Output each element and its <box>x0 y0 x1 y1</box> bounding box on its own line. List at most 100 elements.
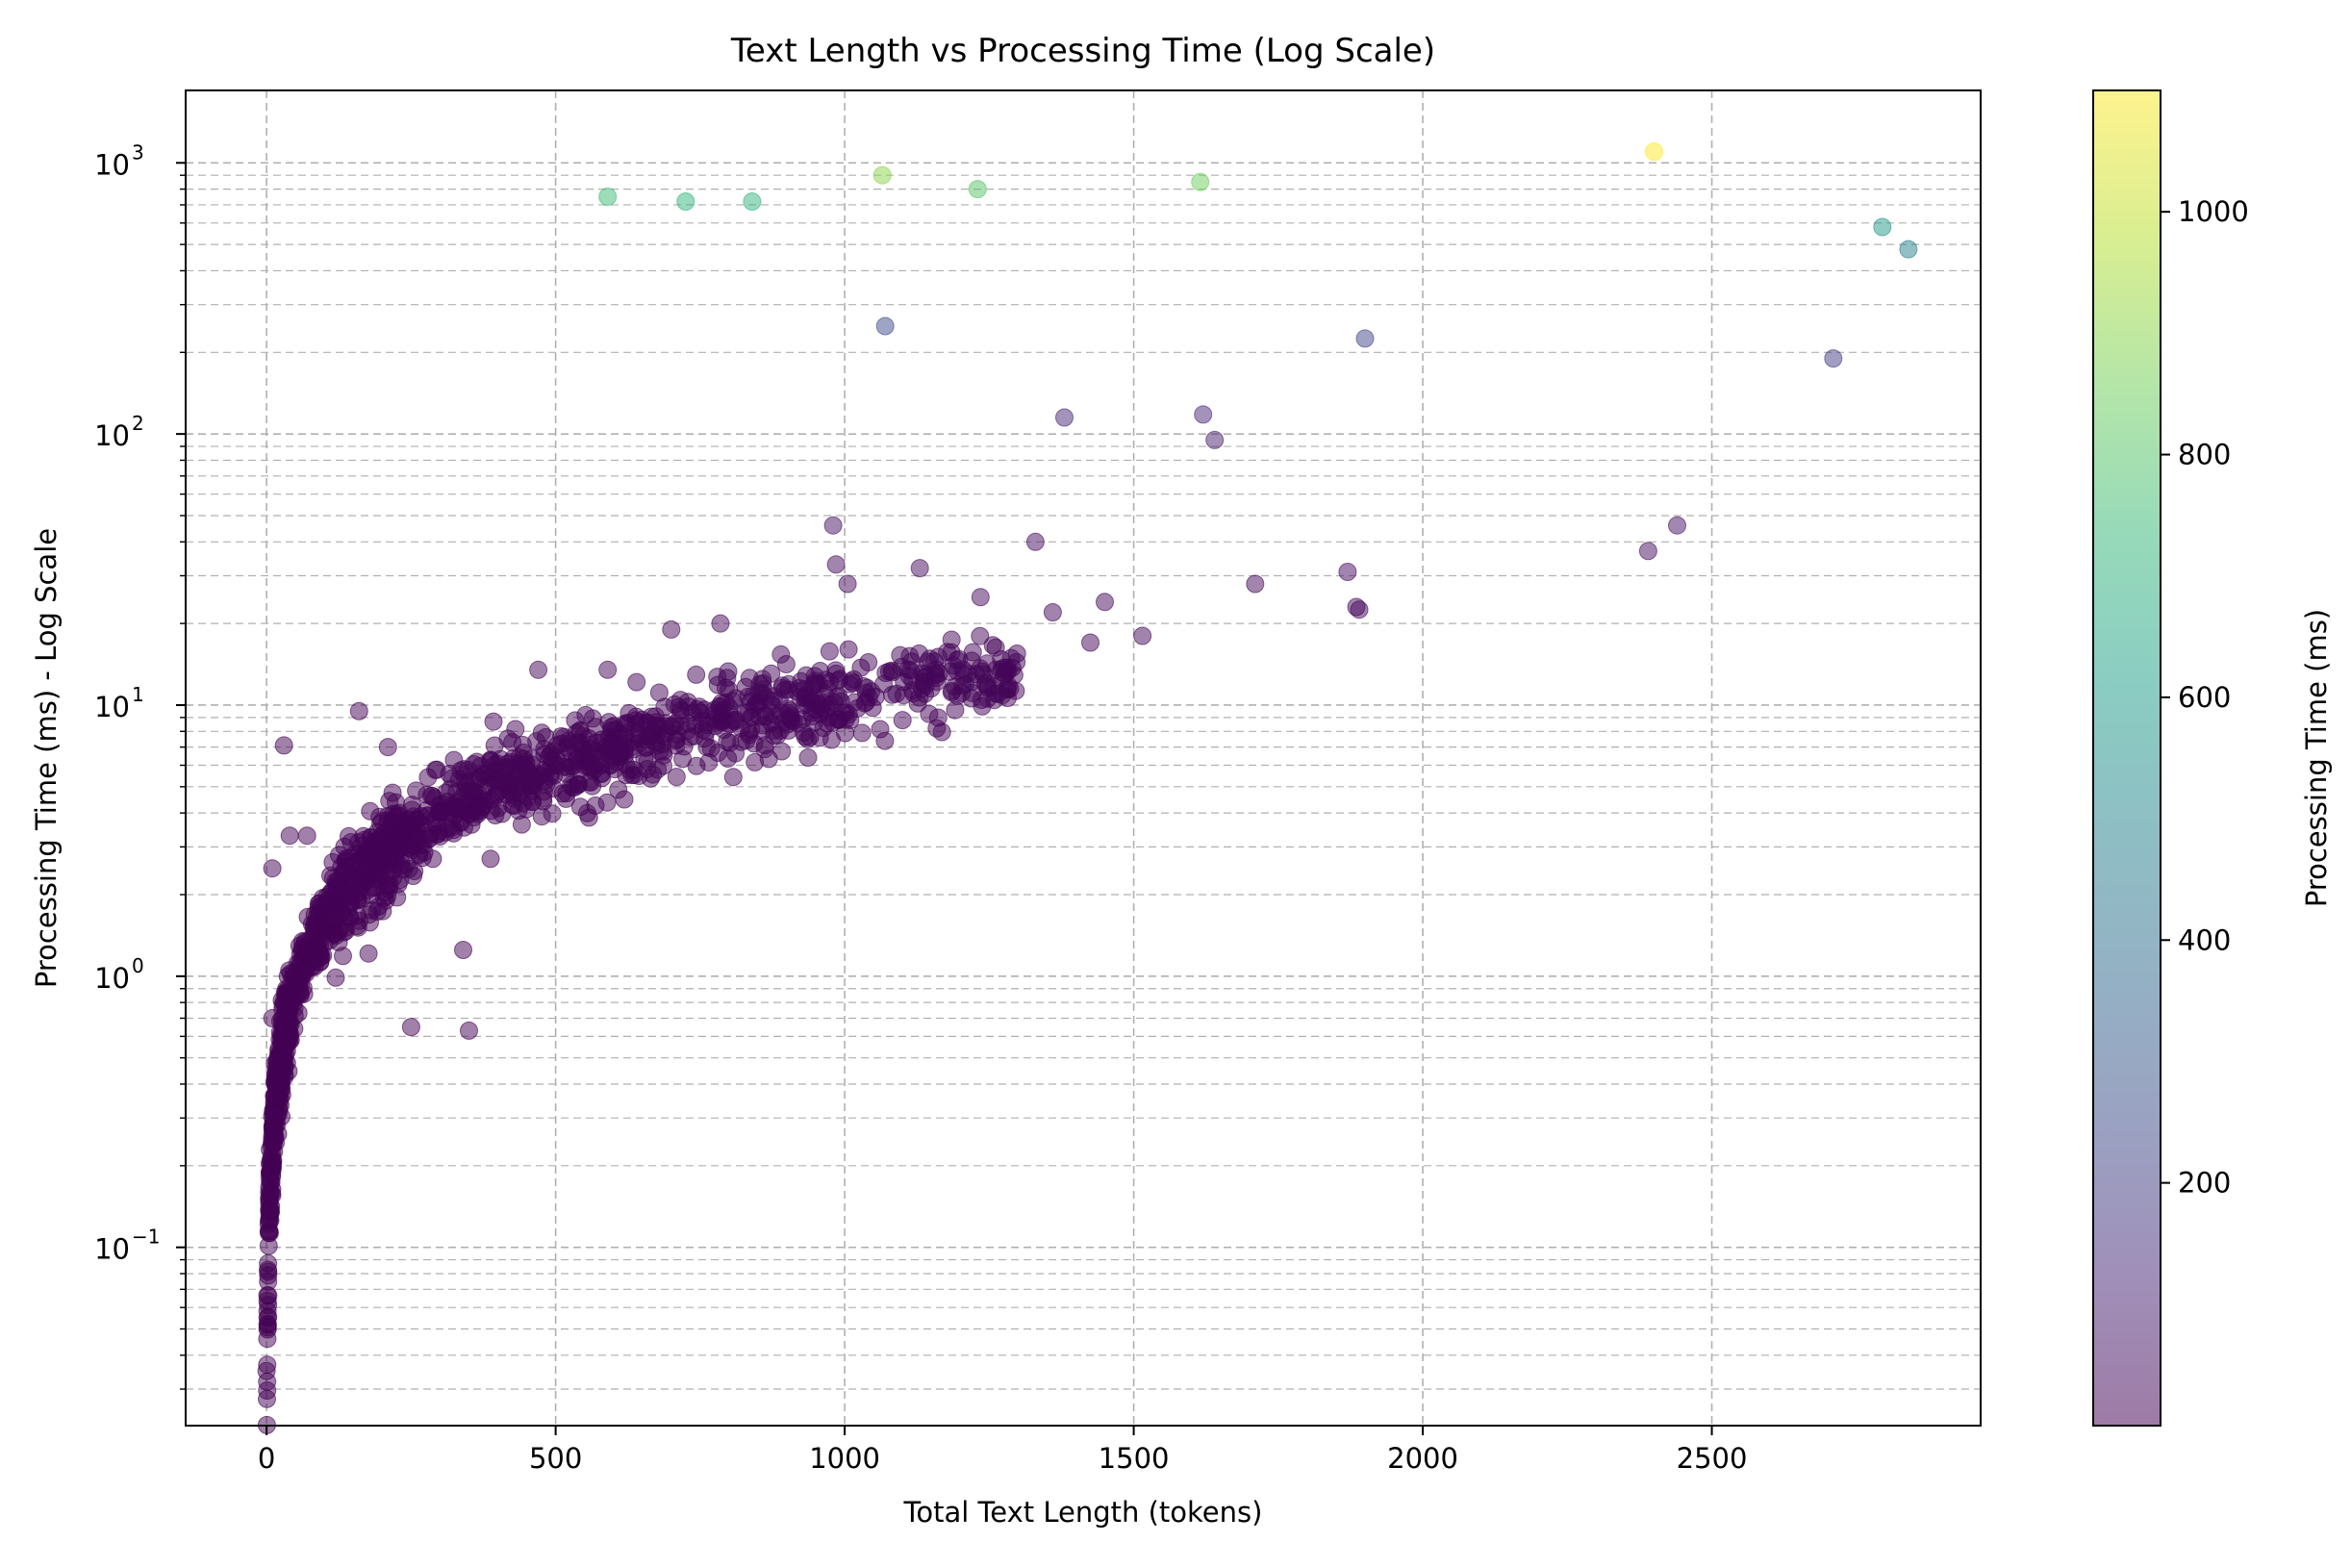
scatter-point <box>378 738 397 757</box>
scatter-point <box>624 740 644 759</box>
colorbar-frame <box>2092 89 2161 1427</box>
scatter-point <box>451 798 470 818</box>
scatter-point <box>962 651 981 670</box>
scatter-point <box>261 1154 279 1174</box>
scatter-point <box>349 833 368 852</box>
scatter-point <box>258 1381 277 1400</box>
scatter-point <box>798 748 818 767</box>
scatter-point <box>361 801 380 821</box>
scatter-point <box>401 1018 420 1037</box>
y-axis-label: Processing Time (ms) - Log Scale <box>30 528 63 988</box>
scatter-point <box>875 316 895 336</box>
scatter-point <box>530 767 549 786</box>
scatter-point <box>509 782 528 801</box>
scatter-point <box>927 719 947 738</box>
scatter-point <box>510 764 528 783</box>
scatter-point <box>268 1087 288 1105</box>
scatter-point <box>705 700 724 720</box>
scatter-point <box>1205 430 1225 449</box>
colorbar-tick-label: 200 <box>2178 1167 2231 1200</box>
scatter-point <box>662 620 681 639</box>
scatter-point <box>598 660 618 679</box>
scatter-point <box>995 658 1014 677</box>
scatter-point <box>1055 408 1074 427</box>
plot-area-frame <box>185 89 1982 1427</box>
scatter-point <box>603 746 621 766</box>
x-tick-label: 2000 <box>1387 1442 1458 1475</box>
scatter-point <box>844 670 863 689</box>
scatter-point <box>257 1361 276 1380</box>
scatter-point <box>1133 626 1152 645</box>
scatter-point <box>826 555 846 574</box>
scatter-point <box>598 188 618 206</box>
scatter-point <box>1246 574 1265 594</box>
scatter-point <box>1350 600 1369 620</box>
scatter-point <box>544 779 563 797</box>
scatter-point <box>820 642 839 661</box>
colorbar-tick-label: 600 <box>2178 681 2231 714</box>
scatter-point <box>298 907 317 926</box>
x-tick-label: 500 <box>529 1442 582 1475</box>
scatter-point <box>426 760 445 779</box>
scatter-point <box>695 729 715 748</box>
scatter-point <box>326 926 345 945</box>
scatter-point <box>383 783 402 802</box>
scatter-point <box>593 769 612 788</box>
scatter-point <box>402 800 421 820</box>
data-points <box>257 142 1918 1434</box>
x-tick-label: 1500 <box>1099 1442 1170 1475</box>
scatter-point <box>421 786 441 805</box>
colorbar-tick-label: 400 <box>2178 923 2231 956</box>
scatter-point <box>567 723 586 743</box>
scatter-point <box>349 701 368 721</box>
scatter-point <box>275 1067 294 1086</box>
y-tick-label: 10 <box>94 1233 130 1266</box>
x-tick-label: 1000 <box>809 1442 880 1475</box>
scatter-point <box>910 559 929 578</box>
scatter-point <box>529 660 548 679</box>
x-tick-label: 0 <box>258 1442 275 1475</box>
scatter-point <box>1081 633 1100 652</box>
scatter-point <box>852 723 872 743</box>
scatter-point <box>294 984 314 1003</box>
scatter-point <box>839 640 858 659</box>
scatter-point <box>323 903 342 923</box>
y-tick-exponent: 2 <box>132 412 144 435</box>
scatter-point <box>617 755 636 773</box>
scatter-point <box>569 760 588 779</box>
scatter-point <box>743 192 762 211</box>
scatter-point <box>915 672 934 692</box>
scatter-point <box>752 721 771 741</box>
scatter-point <box>459 760 477 779</box>
colorbar-tick-label: 800 <box>2178 439 2231 471</box>
scatter-point <box>732 719 750 738</box>
scatter-point <box>1191 172 1210 191</box>
y-tick-label: 10 <box>94 962 130 995</box>
scatter-point <box>532 723 551 743</box>
scatter-point <box>263 1132 282 1151</box>
scatter-point <box>723 768 743 787</box>
scatter-point <box>838 574 857 594</box>
scatter-point <box>771 721 790 740</box>
scatter-point <box>263 859 282 878</box>
scatter-point <box>532 807 551 826</box>
scatter-point <box>1194 405 1213 424</box>
scatter-point <box>552 734 571 753</box>
scatter-point <box>971 588 990 607</box>
scatter-point <box>615 790 634 809</box>
scatter-point <box>953 676 972 695</box>
scatter-point <box>771 645 791 664</box>
scatter-point <box>434 802 453 822</box>
scatter-point <box>983 636 1002 655</box>
scatter-point <box>800 727 820 746</box>
scatter-point <box>334 947 352 966</box>
scatter-point <box>673 749 693 769</box>
scatter-point <box>736 677 755 696</box>
scatter-point <box>339 899 358 919</box>
scatter-point <box>871 720 890 739</box>
scatter-point <box>750 691 770 710</box>
scatter-point <box>484 712 503 731</box>
scatter-point <box>276 987 295 1006</box>
scatter-point <box>280 826 299 846</box>
